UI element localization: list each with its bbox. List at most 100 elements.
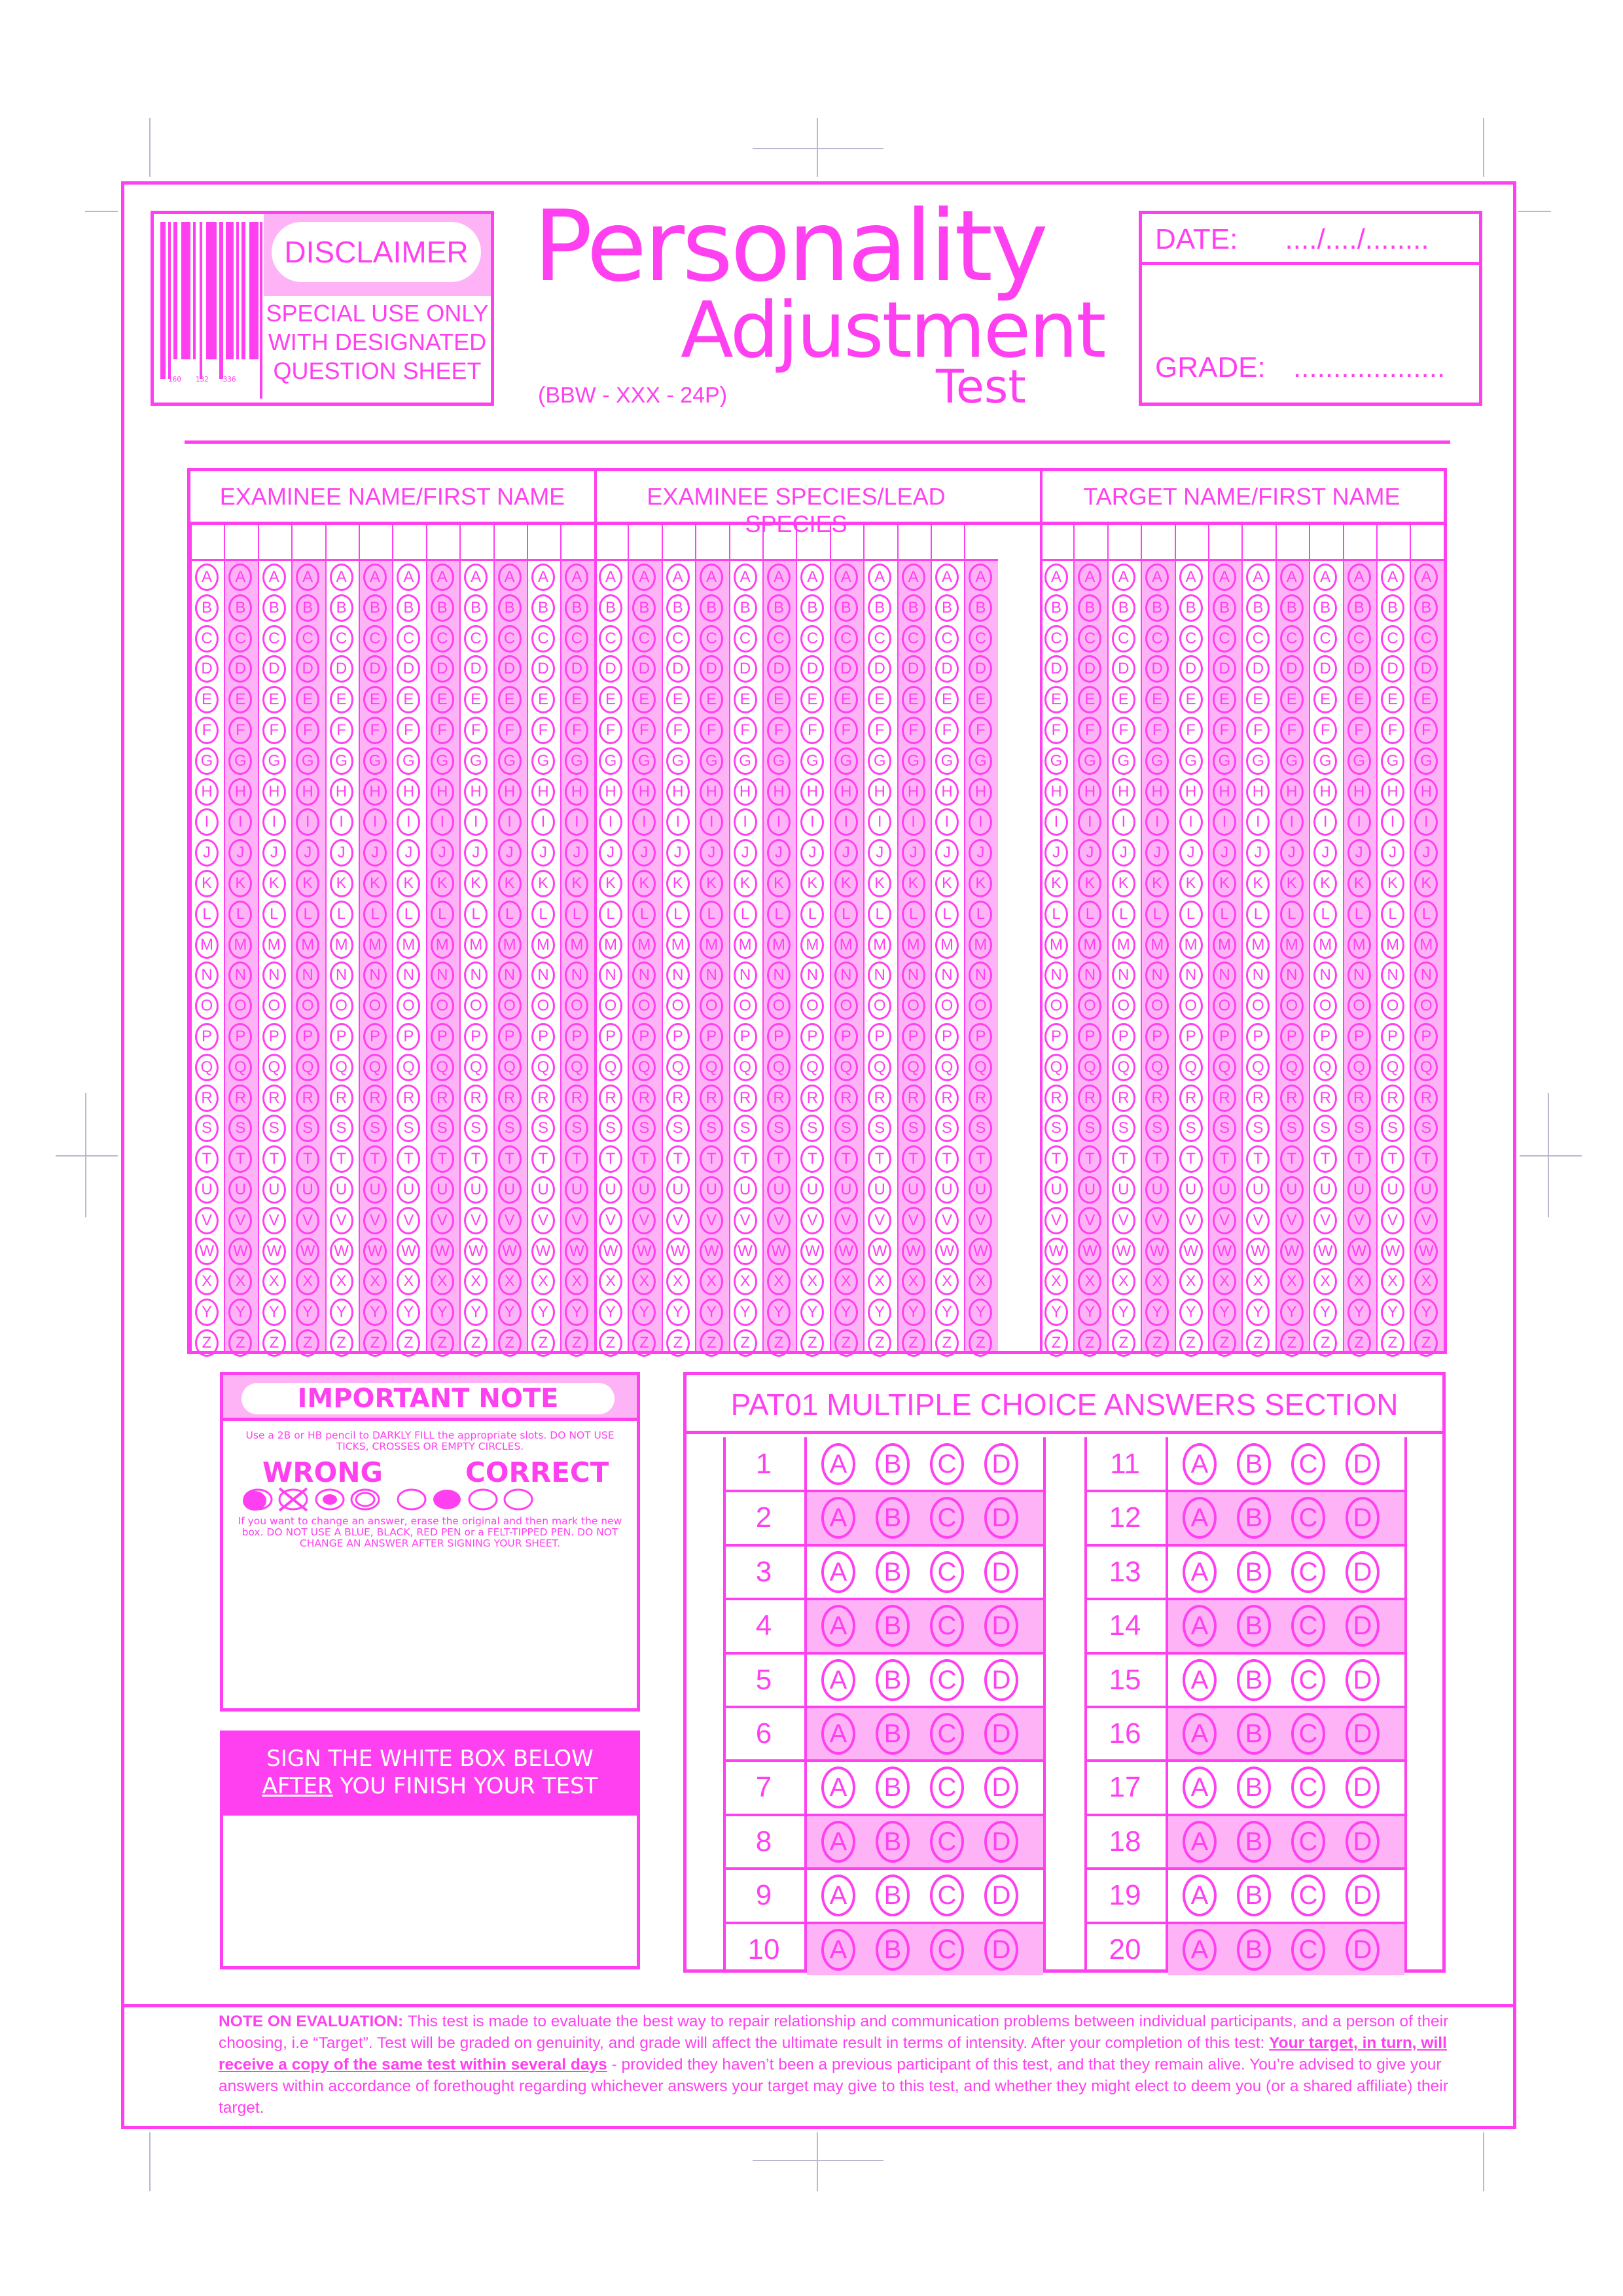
letter-bubble[interactable]: D <box>901 655 925 683</box>
letter-bubble[interactable]: N <box>767 961 791 990</box>
letter-bubble[interactable]: U <box>1246 1176 1270 1204</box>
letter-bubble[interactable]: L <box>1414 900 1438 928</box>
letter-bubble[interactable]: A <box>195 564 219 591</box>
letter-bubble[interactable]: C <box>1111 624 1135 653</box>
letter-bubble[interactable]: W <box>969 1237 993 1265</box>
letter-bubble[interactable]: V <box>800 1206 825 1234</box>
letter-bubble[interactable]: S <box>1145 1115 1169 1143</box>
letter-bubble[interactable]: C <box>1179 624 1203 653</box>
letter-bubble[interactable]: T <box>700 1145 724 1174</box>
letter-bubble[interactable]: B <box>700 594 724 622</box>
letter-bubble[interactable]: B <box>1145 594 1169 622</box>
letter-bubble[interactable]: V <box>464 1206 488 1234</box>
letter-bubble[interactable]: H <box>1213 778 1236 806</box>
letter-bubble[interactable]: S <box>464 1115 488 1143</box>
answer-bubble[interactable]: D <box>1346 1928 1380 1971</box>
letter-bubble[interactable]: C <box>969 624 993 653</box>
write-in-box[interactable] <box>257 525 292 561</box>
letter-bubble[interactable]: S <box>935 1115 959 1143</box>
letter-bubble[interactable]: Z <box>1381 1329 1404 1357</box>
letter-bubble[interactable]: M <box>1313 931 1338 959</box>
letter-bubble[interactable]: E <box>700 686 724 714</box>
letter-bubble[interactable]: D <box>1347 655 1371 683</box>
letter-bubble[interactable]: W <box>834 1237 858 1265</box>
letter-bubble[interactable]: R <box>430 1084 454 1112</box>
letter-bubble[interactable]: L <box>733 900 757 928</box>
letter-bubble[interactable]: Q <box>868 1053 892 1081</box>
letter-bubble[interactable]: Q <box>1313 1053 1338 1081</box>
letter-bubble[interactable]: T <box>565 1145 589 1174</box>
letter-bubble[interactable]: C <box>767 624 791 653</box>
letter-bubble[interactable]: U <box>1347 1176 1371 1204</box>
letter-bubble[interactable]: D <box>599 655 622 683</box>
letter-bubble[interactable]: K <box>464 870 488 897</box>
letter-bubble[interactable]: Y <box>632 1299 656 1327</box>
letter-bubble[interactable]: K <box>1111 870 1135 897</box>
letter-bubble[interactable]: O <box>497 992 522 1020</box>
letter-bubble[interactable]: N <box>1246 961 1270 990</box>
letter-bubble[interactable]: Z <box>901 1329 925 1357</box>
letter-bubble[interactable]: M <box>666 931 690 959</box>
letter-bubble[interactable]: S <box>397 1115 421 1143</box>
letter-bubble[interactable]: G <box>700 747 724 775</box>
letter-bubble[interactable]: C <box>1044 624 1068 653</box>
letter-bubble[interactable]: Q <box>430 1053 454 1081</box>
letter-bubble[interactable]: Y <box>1111 1299 1135 1327</box>
answer-bubble[interactable]: D <box>984 1443 1018 1485</box>
letter-bubble[interactable]: J <box>296 839 320 867</box>
answer-bubble[interactable]: D <box>1346 1874 1380 1917</box>
answer-bubble[interactable]: B <box>876 1551 910 1593</box>
letter-bubble[interactable]: Q <box>1213 1053 1236 1081</box>
write-in-box[interactable] <box>1376 525 1410 561</box>
letter-bubble[interactable]: V <box>497 1206 522 1234</box>
letter-bubble[interactable]: S <box>733 1115 757 1143</box>
letter-bubble[interactable]: V <box>599 1206 622 1234</box>
letter-bubble[interactable]: W <box>497 1237 522 1265</box>
letter-bubble[interactable]: M <box>599 931 622 959</box>
letter-bubble[interactable]: Z <box>666 1329 690 1357</box>
letter-bubble[interactable]: X <box>430 1268 454 1296</box>
letter-bubble[interactable]: R <box>1313 1084 1338 1112</box>
letter-bubble[interactable]: X <box>666 1268 690 1296</box>
letter-bubble[interactable]: C <box>666 624 690 653</box>
letter-bubble[interactable]: L <box>800 900 825 928</box>
letter-bubble[interactable]: M <box>363 931 387 959</box>
answer-bubble[interactable]: C <box>1291 1820 1325 1863</box>
letter-bubble[interactable]: N <box>800 961 825 990</box>
answer-bubble[interactable]: C <box>930 1713 964 1755</box>
answer-bubble[interactable]: C <box>930 1928 964 1971</box>
letter-bubble[interactable]: C <box>1279 624 1304 653</box>
letter-bubble[interactable]: T <box>531 1145 555 1174</box>
letter-bubble[interactable]: P <box>1213 1023 1236 1050</box>
letter-bubble[interactable]: A <box>397 564 421 591</box>
letter-bubble[interactable]: D <box>666 655 690 683</box>
letter-bubble[interactable]: J <box>531 839 555 867</box>
letter-bubble[interactable]: J <box>1044 839 1068 867</box>
letter-bubble[interactable]: V <box>296 1206 320 1234</box>
letter-bubble[interactable]: N <box>834 961 858 990</box>
letter-bubble[interactable]: S <box>868 1115 892 1143</box>
letter-bubble[interactable]: X <box>1279 1268 1304 1296</box>
letter-bubble[interactable]: W <box>868 1237 892 1265</box>
letter-bubble[interactable]: T <box>1111 1145 1135 1174</box>
letter-bubble[interactable]: P <box>599 1023 622 1050</box>
letter-bubble[interactable]: W <box>262 1237 286 1265</box>
letter-bubble[interactable]: Y <box>397 1299 421 1327</box>
letter-bubble[interactable]: Y <box>531 1299 555 1327</box>
letter-bubble[interactable]: U <box>1078 1176 1102 1204</box>
letter-bubble[interactable]: S <box>1179 1115 1203 1143</box>
answer-bubble[interactable]: B <box>1237 1659 1271 1701</box>
letter-bubble[interactable]: A <box>262 564 286 591</box>
letter-bubble[interactable]: S <box>228 1115 253 1143</box>
letter-bubble[interactable]: E <box>767 686 791 714</box>
letter-bubble[interactable]: N <box>296 961 320 990</box>
letter-bubble[interactable]: X <box>767 1268 791 1296</box>
letter-bubble[interactable]: W <box>296 1237 320 1265</box>
letter-bubble[interactable]: L <box>1246 900 1270 928</box>
letter-bubble[interactable]: N <box>1044 961 1068 990</box>
letter-bubble[interactable]: G <box>1313 747 1338 775</box>
letter-bubble[interactable]: L <box>228 900 253 928</box>
letter-bubble[interactable]: R <box>497 1084 522 1112</box>
letter-bubble[interactable]: K <box>1414 870 1438 897</box>
write-in-box[interactable] <box>661 525 696 561</box>
